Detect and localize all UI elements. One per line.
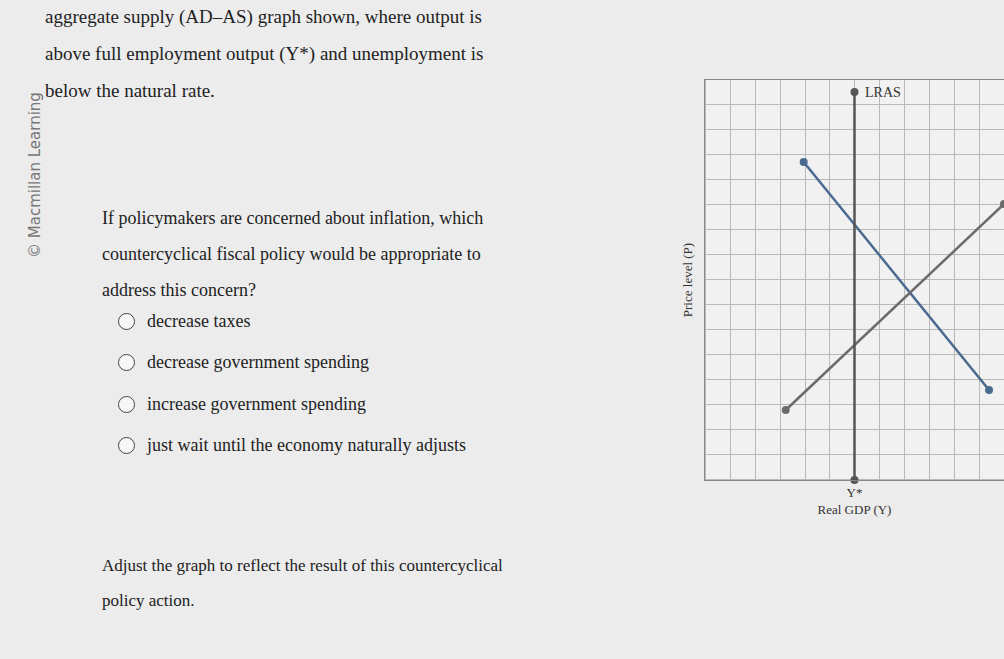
svg-text:Y*: Y* [847, 485, 863, 500]
html-text:policy action.: policy action. [102, 591, 195, 610]
html-text:above full employment output (: above full employment output (Y*) and un… [45, 43, 484, 64]
html-text:aggregate supply (AD–AS) graph: aggregate supply (AD–AS) graph shown, wh… [45, 6, 482, 27]
svg-text:LRAS: LRAS [865, 85, 901, 100]
html-text:increase government spending: increase government spending [147, 394, 366, 415]
html-text:below the natural rate.: below the natural rate. [45, 80, 215, 101]
html-text:Adjust the graph to reflect th: Adjust the graph to reflect the result o… [102, 556, 503, 575]
svg-text:Real GDP (Y): Real GDP (Y) [818, 502, 892, 517]
svg-text:Price level (P): Price level (P) [680, 243, 695, 317]
html-text:If policymakers are concerned: If policymakers are concerned about infl… [102, 208, 484, 228]
html-text:decrease taxes: decrease taxes [147, 311, 251, 332]
html-text:© Macmillan Learning: © Macmillan Learning [26, 92, 44, 258]
html-text:countercyclical fiscal policy: countercyclical fiscal policy would be a… [102, 244, 481, 264]
html-text:address this concern?: address this concern? [102, 280, 256, 300]
html-text:decrease government spending: decrease government spending [147, 352, 369, 373]
html-text:just wait until the economy na: just wait until the economy naturally ad… [147, 435, 466, 456]
